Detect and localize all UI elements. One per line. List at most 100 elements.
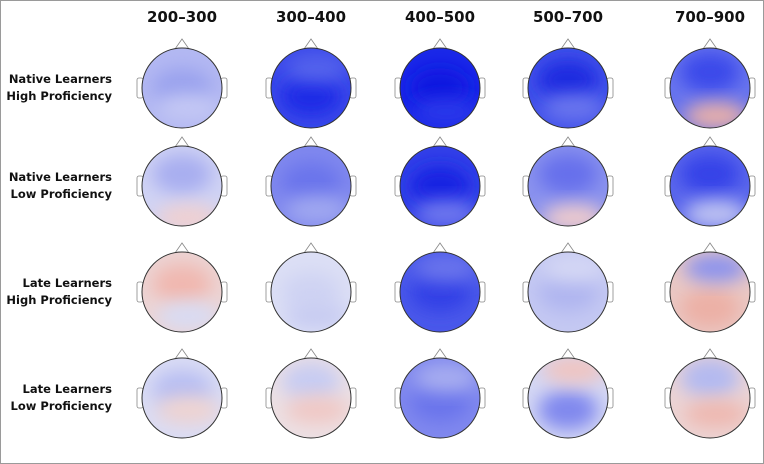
map-fill [271, 48, 351, 128]
map-blob [538, 272, 598, 312]
row-label: Late Learners [23, 276, 113, 290]
map-fill [271, 252, 351, 332]
map-blob [410, 272, 470, 312]
head-outline [270, 47, 352, 129]
row-label: Native Learners [9, 72, 112, 86]
map-blob [542, 94, 606, 122]
topographic-map [394, 348, 486, 439]
map-blob [684, 254, 748, 282]
map-blob [156, 302, 220, 330]
head-outline [399, 357, 481, 439]
row-label: Low Proficiency [11, 187, 113, 201]
map-blob [281, 362, 341, 402]
nose [702, 242, 718, 254]
map-blob [538, 390, 598, 430]
nose [303, 348, 319, 360]
row-label: High Proficiency [6, 293, 112, 307]
topographic-map [522, 136, 614, 227]
map-fill [528, 48, 608, 128]
map-fill [271, 146, 351, 226]
map-blob [538, 154, 598, 194]
map-blob [410, 68, 470, 108]
nose [560, 38, 576, 50]
topographic-map [136, 136, 228, 227]
nose [560, 348, 576, 360]
column-header: 200–300 [147, 8, 217, 26]
topographic-map [265, 348, 357, 439]
map-blob [285, 396, 349, 424]
topographic-map [664, 348, 756, 439]
head-outline [141, 145, 223, 227]
map-blob [410, 166, 470, 206]
map-fill [528, 146, 608, 226]
head-outline [141, 251, 223, 333]
map-blob [680, 358, 740, 398]
head-outline [527, 47, 609, 129]
map-blob [156, 94, 220, 122]
head-outline [527, 357, 609, 439]
topographic-map [265, 136, 357, 227]
map-fill [142, 48, 222, 128]
head-outline [399, 47, 481, 129]
map-fill [400, 48, 480, 128]
map-blob [538, 60, 598, 100]
column-header: 300–400 [276, 8, 346, 26]
topographic-map [265, 38, 357, 129]
map-blob [414, 254, 478, 282]
nose [702, 38, 718, 50]
head-outline [527, 251, 609, 333]
head-outline [527, 145, 609, 227]
map-blob [152, 264, 212, 304]
topographic-map [265, 242, 357, 333]
head-outline [141, 357, 223, 439]
topographic-map [522, 242, 614, 333]
head-outline [669, 357, 751, 439]
nose [432, 348, 448, 360]
map-fill [400, 252, 480, 332]
row-label: Native Learners [9, 170, 112, 184]
map-blob [285, 302, 349, 330]
nose [560, 242, 576, 254]
map-blob [410, 382, 470, 422]
column-header: 500–700 [533, 8, 603, 26]
row-label: High Proficiency [6, 89, 112, 103]
nose [432, 242, 448, 254]
nose [702, 136, 718, 148]
head-outline [141, 47, 223, 129]
map-blob [414, 98, 478, 126]
map-blob [680, 154, 740, 194]
map-blob [542, 254, 606, 282]
map-fill [400, 358, 480, 438]
map-blob [285, 54, 349, 82]
row-label: Low Proficiency [11, 399, 113, 413]
map-fill [142, 358, 222, 438]
nose [303, 136, 319, 148]
nose [174, 38, 190, 50]
head-outline [669, 145, 751, 227]
head-outline [270, 145, 352, 227]
head-outline [669, 47, 751, 129]
nose [432, 38, 448, 50]
nose [174, 136, 190, 148]
head-outline [669, 251, 751, 333]
map-blob [281, 162, 341, 202]
nose [303, 38, 319, 50]
map-fill [142, 252, 222, 332]
map-blob [152, 154, 212, 194]
map-blob [680, 52, 740, 92]
topographic-map [136, 348, 228, 439]
map-blob [156, 396, 220, 424]
nose [174, 348, 190, 360]
head-outline [270, 251, 352, 333]
topographic-map [136, 242, 228, 333]
topographic-map [136, 38, 228, 129]
map-fill [670, 358, 750, 438]
map-blob [281, 76, 341, 116]
topographic-map [394, 136, 486, 227]
map-blob [680, 288, 740, 328]
nose [303, 242, 319, 254]
map-blob [684, 400, 748, 428]
map-blob [285, 196, 349, 224]
